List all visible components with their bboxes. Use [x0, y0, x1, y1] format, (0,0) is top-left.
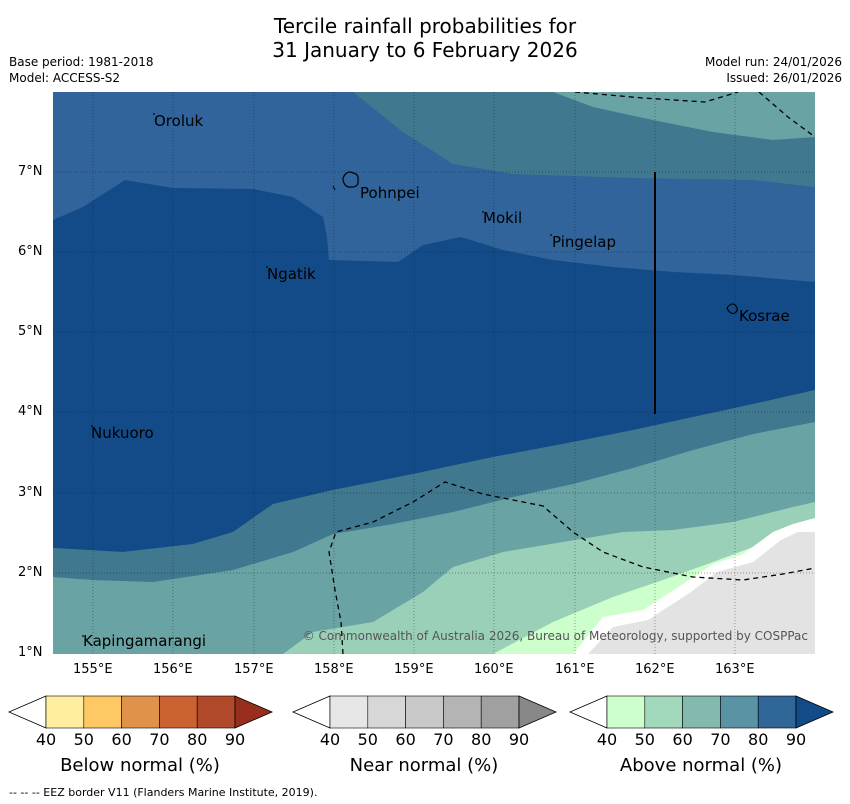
colorbar-tick-label: 40 [319, 730, 341, 749]
colorbar-right-arrow [795, 695, 835, 729]
place-kosrae: Kosrae [739, 307, 790, 325]
colorbar-segment [405, 695, 444, 729]
colorbar-title-near: Near normal (%) [349, 755, 499, 776]
colorbar-tick-label: 90 [785, 730, 807, 749]
lon-tick-160e: 160°E [474, 662, 514, 677]
title-line-2: 31 January to 6 February 2026 [272, 38, 578, 62]
colorbar-above-normal [568, 695, 835, 729]
colorbar-segment [83, 695, 122, 729]
issued-date: Issued: 26/01/2026 [726, 71, 842, 85]
lon-tick-157e: 157°E [234, 662, 274, 677]
colorbar-segment [45, 695, 85, 729]
colorbar-below-normal [7, 695, 274, 729]
colorbar-tick-label: 90 [224, 730, 246, 749]
colorbar-tick-label: 80 [748, 730, 769, 749]
colorbar-tick-label: 80 [471, 730, 492, 749]
lon-tick-159e: 159°E [394, 662, 434, 677]
colorbar-segment [480, 695, 520, 729]
lat-tick-1n: 1°N [18, 645, 43, 660]
lon-tick-155e: 155°E [73, 662, 113, 677]
colorbar-left-arrow [7, 695, 47, 729]
colorbar-tick-label: 90 [508, 730, 530, 749]
place-mokil: Mokil [483, 209, 522, 227]
colorbar-near-normal [291, 695, 558, 729]
colorbar-tick-label: 60 [672, 730, 693, 749]
eez-border [328, 92, 815, 654]
model-run: Model run: 24/01/2026 [704, 55, 842, 69]
base-period: Base period: 1981-2018 [9, 55, 154, 69]
lon-tick-163e: 163°E [715, 662, 755, 677]
place-nukuoro: Nukuoro [91, 424, 154, 442]
colorbar-title-below: Below normal (%) [60, 755, 220, 776]
colorbar-segment [757, 695, 797, 729]
place-ngatik: Ngatik [267, 265, 316, 283]
colorbar-strip [7, 695, 835, 729]
colorbar-tick-label: 50 [357, 730, 378, 749]
colorbar-tick-label: 40 [596, 730, 618, 749]
pohnpei-island-outline [342, 171, 359, 188]
lat-tick-6n: 6°N [18, 244, 43, 259]
colorbar-tick-label: 40 [35, 730, 57, 749]
colorbar-tick-label: 60 [111, 730, 132, 749]
lon-tick-158e: 158°E [314, 662, 354, 677]
lat-tick-5n: 5°N [18, 324, 43, 339]
colorbar-segment [121, 695, 160, 729]
kosrae-island-outline [726, 303, 738, 314]
colorbar-segment [329, 695, 369, 729]
lat-tick-2n: 2°N [18, 565, 43, 580]
copyright-text: © Commonwealth of Australia 2026, Bureau… [303, 629, 808, 643]
atoll-markers [82, 113, 552, 637]
colorbar-segment [443, 695, 482, 729]
colorbar-segment [606, 695, 646, 729]
model-name: Model: ACCESS-S2 [9, 71, 121, 85]
colorbar-left-arrow [291, 695, 331, 729]
colorbar-tick-label: 50 [634, 730, 655, 749]
colorbar-tick-label: 80 [187, 730, 208, 749]
lon-tick-161e: 161°E [555, 662, 595, 677]
colorbar-segment [159, 695, 198, 729]
colorbar-left-arrow [568, 695, 608, 729]
colorbar-tick-label: 60 [395, 730, 416, 749]
colorbar-segment [682, 695, 721, 729]
band-60-north [553, 92, 815, 140]
map-plot: Oroluk Pohnpei Mokil Pingelap Ngatik Kos… [53, 92, 815, 654]
lon-tick-156e: 156°E [153, 662, 193, 677]
lat-tick-3n: 3°N [18, 485, 43, 500]
colorbar-tick-label: 70 [433, 730, 454, 749]
colorbar-tick-label: 70 [149, 730, 170, 749]
lat-tick-4n: 4°N [18, 404, 43, 419]
colorbar-title-above: Above normal (%) [619, 755, 783, 776]
band-near-normal [588, 532, 815, 654]
colorbar-segment [644, 695, 683, 729]
colorbar-tick-label: 70 [710, 730, 731, 749]
place-pohnpei: Pohnpei [360, 184, 420, 202]
colorbar-tick-label: 50 [73, 730, 94, 749]
place-pingelap: Pingelap [552, 233, 616, 251]
band-70-south [53, 390, 815, 582]
band-90 [53, 180, 815, 552]
pohnpei-islet [332, 185, 336, 191]
title-line-1: Tercile rainfall probabilities for [273, 14, 577, 38]
colorbar-segment [196, 695, 236, 729]
lon-tick-162e: 162°E [635, 662, 675, 677]
footer-eez-note: -- -- -- EEZ border V11 (Flanders Marine… [9, 786, 318, 799]
colorbar-segment [367, 695, 406, 729]
colorbar-segment [720, 695, 759, 729]
colorbar-right-arrow [518, 695, 558, 729]
place-kapingamarangi: Kapingamarangi [83, 632, 206, 650]
place-oroluk: Oroluk [154, 112, 203, 130]
lat-tick-7n: 7°N [18, 164, 43, 179]
colorbar-right-arrow [234, 695, 274, 729]
